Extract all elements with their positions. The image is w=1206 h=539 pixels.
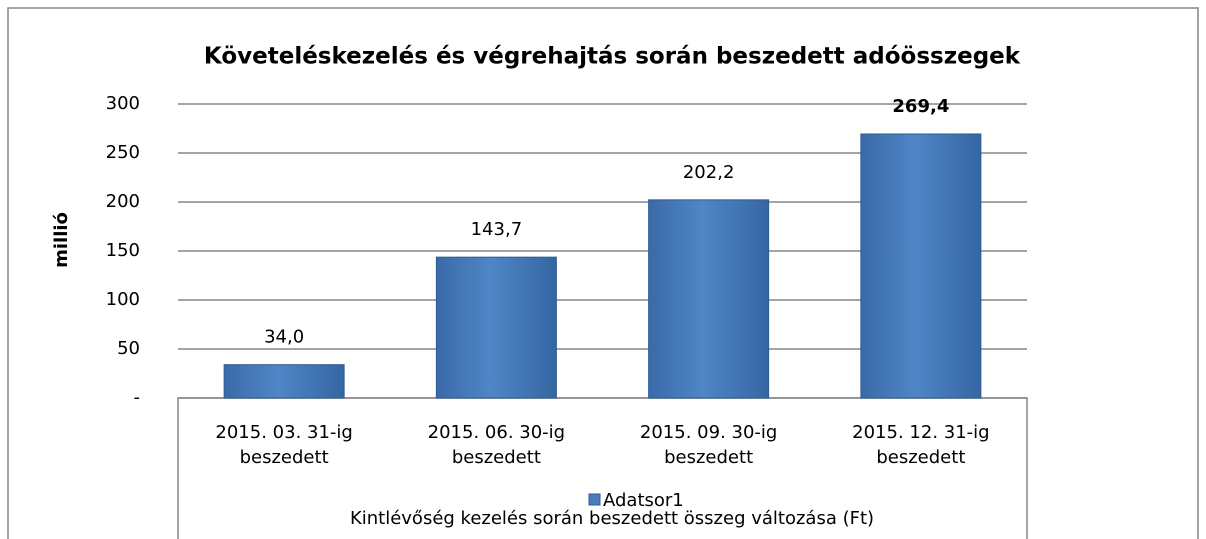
y-tick-label: 300 [106,93,140,114]
legend-label: Adatsor1 [603,490,684,511]
y-axis-label: millió [51,212,72,268]
y-tick-label: - [134,387,141,408]
data-label: 143,7 [471,219,523,240]
chart-title: Követeléskezelés és végrehajtás során be… [204,44,1021,70]
bar [860,133,982,399]
data-label: 202,2 [683,162,735,183]
x-tick-label: 2015. 09. 30-ig beszedett [639,422,778,468]
chart-frame [7,7,1199,539]
legend-swatch [588,493,601,506]
y-tick-label: 100 [106,289,140,310]
category-axis-box [177,397,1028,539]
y-tick-label: 250 [106,142,140,163]
y-tick-label: 150 [106,240,140,261]
y-tick-label: 200 [106,191,140,212]
data-label: 269,4 [892,96,949,117]
bar [223,364,345,399]
x-tick-label: 2015. 06. 30-ig beszedett [427,422,566,468]
x-axis-label: Kintlévőség kezelés során beszedett össz… [350,508,874,529]
x-tick-label: 2015. 03. 31-ig beszedett [215,422,353,468]
y-tick-label: 50 [117,338,140,359]
bar [435,256,557,399]
bar [648,199,770,399]
x-tick-label: 2015. 12. 31-ig beszedett [852,422,990,468]
data-label: 34,0 [264,327,304,348]
